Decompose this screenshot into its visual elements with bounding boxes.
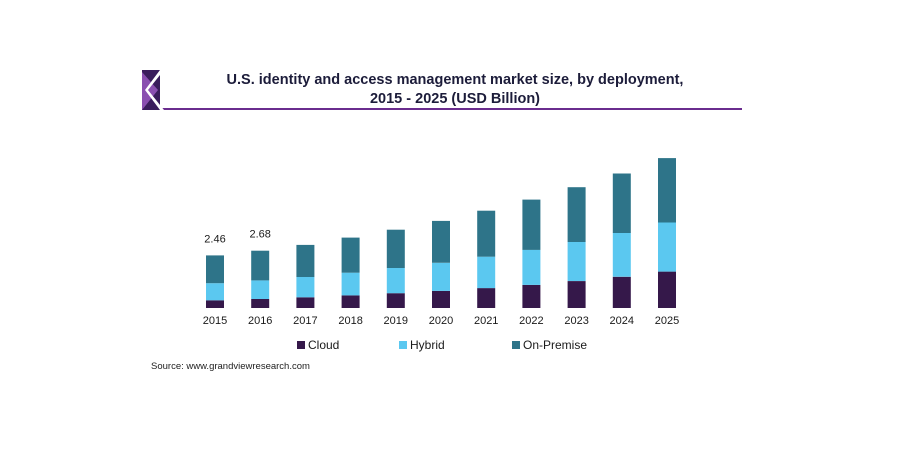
bar-cloud-2025 [658, 271, 676, 308]
bar-hybrid-2021 [477, 256, 496, 289]
bar-hybrid-2017 [296, 277, 315, 298]
bar-on-premise-2018 [341, 237, 360, 273]
bar-cloud-2017 [296, 297, 315, 308]
bar-on-premise-2019 [386, 229, 405, 268]
title-underline [160, 108, 742, 110]
x-tick-label-2024: 2024 [610, 315, 634, 327]
bar-hybrid-2015 [206, 283, 224, 301]
bar-cloud-2024 [612, 276, 631, 308]
x-tick-label-2016: 2016 [248, 315, 272, 327]
bar-hybrid-2016 [251, 280, 270, 299]
x-tick-label-2017: 2017 [293, 315, 317, 327]
legend-label: On-Premise [523, 338, 587, 352]
bar-cloud-2019 [386, 293, 405, 308]
logo-light-shape [142, 72, 158, 110]
data-label-2016: 2.68 [249, 229, 270, 241]
bar-hybrid-2024 [612, 232, 631, 277]
bar-on-premise-2021 [477, 210, 496, 257]
bar-cloud-2021 [477, 288, 496, 308]
bar-on-premise-2022 [522, 199, 541, 250]
bar-on-premise-2025 [658, 158, 676, 223]
x-tick-label-2015: 2015 [203, 315, 227, 327]
data-label-2015: 2.46 [204, 233, 225, 245]
bar-cloud-2015 [206, 300, 224, 308]
legend-swatch [399, 341, 407, 349]
bar-hybrid-2023 [567, 241, 586, 281]
bar-hybrid-2018 [341, 272, 360, 296]
legend-item-hybrid: Hybrid [399, 338, 445, 352]
x-tick-label-2020: 2020 [429, 315, 453, 327]
legend-swatch [512, 341, 520, 349]
bar-hybrid-2019 [386, 268, 405, 294]
bar-on-premise-2015 [206, 255, 224, 284]
legend-label: Hybrid [410, 338, 445, 352]
bar-cloud-2022 [522, 284, 541, 308]
bar-cloud-2020 [432, 290, 450, 308]
bar-on-premise-2017 [296, 244, 315, 277]
x-tick-label-2025: 2025 [655, 315, 679, 327]
labels-layer: 2015 2016 2017 2018 2019 2020 2021 2022 2023 2024… [203, 229, 679, 327]
bar-on-premise-2020 [432, 220, 450, 263]
bar-cloud-2023 [567, 281, 586, 308]
bar-on-premise-2023 [567, 187, 586, 242]
x-tick-label-2018: 2018 [338, 315, 362, 327]
bar-hybrid-2020 [432, 262, 450, 291]
legend-item-cloud: Cloud [297, 338, 339, 352]
source-note: Source: www.grandviewresearch.com [151, 361, 310, 372]
legend: Cloud Hybrid On-Premise [297, 338, 587, 352]
bars-layer [206, 158, 676, 308]
chart-title-line-2: 2015 - 2025 (USD Billion) [369, 91, 541, 107]
bar-on-premise-2024 [612, 173, 631, 233]
logo-cut-shape [145, 70, 164, 110]
x-tick-label-2022: 2022 [519, 315, 543, 327]
legend-label: Cloud [308, 338, 339, 352]
brand-logo [142, 70, 164, 110]
x-tick-label-2021: 2021 [474, 315, 498, 327]
legend-swatch [297, 341, 305, 349]
bar-cloud-2018 [341, 295, 360, 308]
x-tick-label-2023: 2023 [564, 315, 588, 327]
bar-on-premise-2016 [251, 250, 270, 281]
legend-item-on-premise: On-Premise [512, 338, 587, 352]
bar-hybrid-2022 [522, 249, 541, 285]
bar-cloud-2016 [251, 299, 270, 308]
chart-title-line-1: U.S. identity and access management mark… [226, 72, 684, 88]
bar-hybrid-2025 [658, 222, 676, 272]
x-tick-label-2019: 2019 [384, 315, 408, 327]
